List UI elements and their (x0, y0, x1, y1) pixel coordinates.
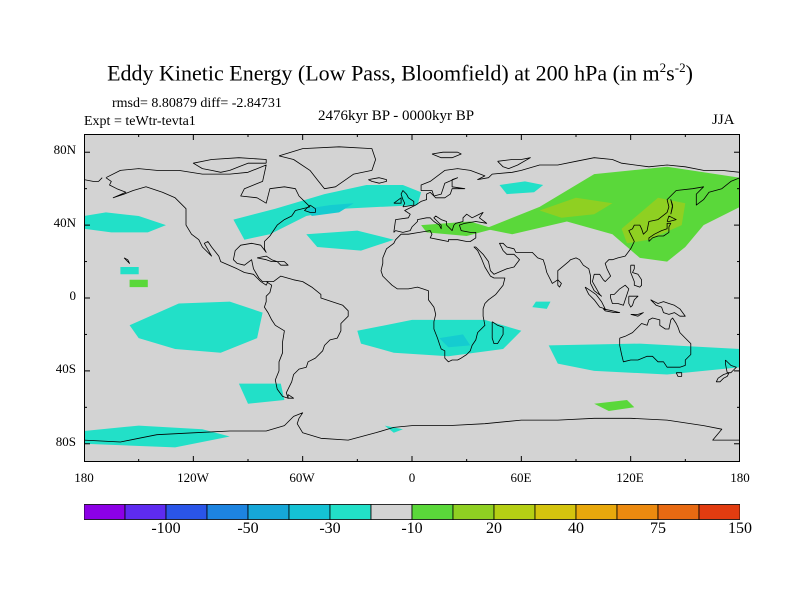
coastline-26 (287, 394, 295, 399)
lat-label-40n: 40N (53, 215, 76, 230)
eke-region-north-pacific-east (84, 212, 166, 233)
coastline-20 (628, 295, 639, 308)
colorbar-label: -30 (319, 520, 341, 537)
lon-label-60w: 60W (289, 470, 315, 485)
coastline-30 (497, 157, 531, 169)
coastlines (84, 146, 740, 443)
map-frame (84, 134, 740, 462)
colorbar-box (329, 504, 372, 520)
lat-label-equator: 0 (69, 288, 77, 303)
title-text: Eddy Kinetic Energy (Low Pass, Bloomfiel… (107, 60, 660, 86)
title-exponent-1: 2 (659, 60, 667, 75)
eke-region-subtropical-north-atlantic (306, 230, 394, 251)
world-map (84, 134, 740, 462)
period-label: 2476kyr BP - 0000kyr BP (318, 108, 475, 124)
coastline-4 (84, 177, 103, 182)
lat-label-40s: 40S (55, 361, 76, 376)
lon-label-180e: 180 (730, 470, 750, 485)
coastline-5 (380, 177, 740, 363)
coastline-7 (400, 190, 415, 208)
colorbar (84, 504, 740, 520)
eke-region-tropical-west-pacific-dot (120, 267, 139, 275)
coastline-33 (123, 257, 130, 264)
eke-region-central-pacific-dot (129, 279, 148, 288)
eke-region-ross-sea-patch (384, 425, 403, 433)
coastline-25 (276, 261, 289, 266)
colorbar-label: 20 (486, 520, 502, 537)
colorbar-label: 75 (650, 520, 666, 537)
eke-region-north-atlantic-core (306, 203, 354, 216)
coastline-32 (630, 312, 644, 317)
season-label: JJA (712, 112, 735, 128)
coastline-1 (278, 146, 377, 190)
colorbar-box (452, 504, 495, 520)
lon-label-120w: 120W (177, 470, 209, 485)
eke-region-central-asia-core (539, 197, 613, 218)
coastline-8 (368, 177, 387, 184)
title-unit-s: s (666, 60, 675, 86)
eke-region-tropical-indian-dot (532, 301, 551, 309)
eke-region-southern-ocean-dot (594, 400, 635, 411)
colorbar-label: 150 (728, 520, 752, 537)
colorbar-label: -10 (401, 520, 423, 537)
title-exponent-2: -2 (674, 60, 686, 75)
title-close: ) (685, 60, 693, 86)
coastline-16 (630, 264, 642, 288)
eke-region-south-indian-ocean (548, 343, 740, 375)
eke-region-south-atlantic-core (439, 334, 471, 348)
coastline-14 (666, 215, 677, 222)
lon-label-180w: 180 (74, 470, 94, 485)
colorbar-box (288, 504, 331, 520)
coastline-13 (648, 222, 672, 242)
coastline-10 (675, 372, 683, 377)
coastline-3 (393, 157, 740, 233)
coastline-15 (670, 199, 673, 215)
colorbar-box (165, 504, 208, 520)
colorbar-box (84, 504, 126, 520)
colorbar-label: -100 (151, 520, 181, 537)
colorbar-box (493, 504, 536, 520)
eke-region-west-siberia (499, 181, 544, 195)
coastline-19 (610, 284, 630, 306)
colorbar-label: 40 (568, 520, 584, 537)
eke-region-south-atlantic (357, 319, 522, 357)
colorbar-label: -50 (237, 520, 259, 537)
eke-region-eastern-tropical-pacific (129, 301, 263, 353)
eke-region-north-atlantic-storm-track (233, 185, 422, 240)
stats-label: rmsd= 8.80879 diff= -2.84731 (112, 96, 282, 111)
lat-label-80n: 80N (53, 142, 76, 157)
coastline-9 (619, 317, 692, 368)
colorbar-box (698, 504, 740, 520)
coastline-31 (431, 151, 462, 159)
coastline-27 (84, 412, 740, 443)
lon-label-120e: 120E (616, 470, 644, 485)
coastline-21 (650, 299, 686, 317)
colorbar-box (616, 504, 659, 520)
coastline-28 (304, 204, 316, 213)
coastline-23 (491, 321, 504, 345)
coastline-0 (105, 164, 311, 286)
lon-label-60e: 60E (510, 470, 532, 485)
colorbar-box (575, 504, 618, 520)
coastline-22 (557, 279, 562, 288)
coastline-29 (192, 157, 267, 173)
coastline-6 (393, 197, 402, 204)
colorbar-box (247, 504, 290, 520)
colorbar-box (411, 504, 454, 520)
lat-label-80s: 80S (55, 434, 76, 449)
colorbar-box (206, 504, 249, 520)
coastline-18 (603, 308, 621, 314)
colorbar-boxes (84, 504, 740, 520)
lon-label-0: 0 (408, 470, 416, 485)
colorbar-box (370, 504, 413, 520)
colorbar-box (657, 504, 700, 520)
coastline-2 (263, 275, 349, 399)
coastline-11 (725, 359, 737, 374)
coastline-12 (715, 372, 730, 383)
eke-region-drake-passage (238, 383, 285, 404)
chart-title: Eddy Kinetic Energy (Low Pass, Bloomfiel… (0, 60, 800, 86)
experiment-label: Expt = teWtr-tevta1 (84, 114, 196, 129)
colorbar-box (534, 504, 577, 520)
colorbar-box (124, 504, 167, 520)
